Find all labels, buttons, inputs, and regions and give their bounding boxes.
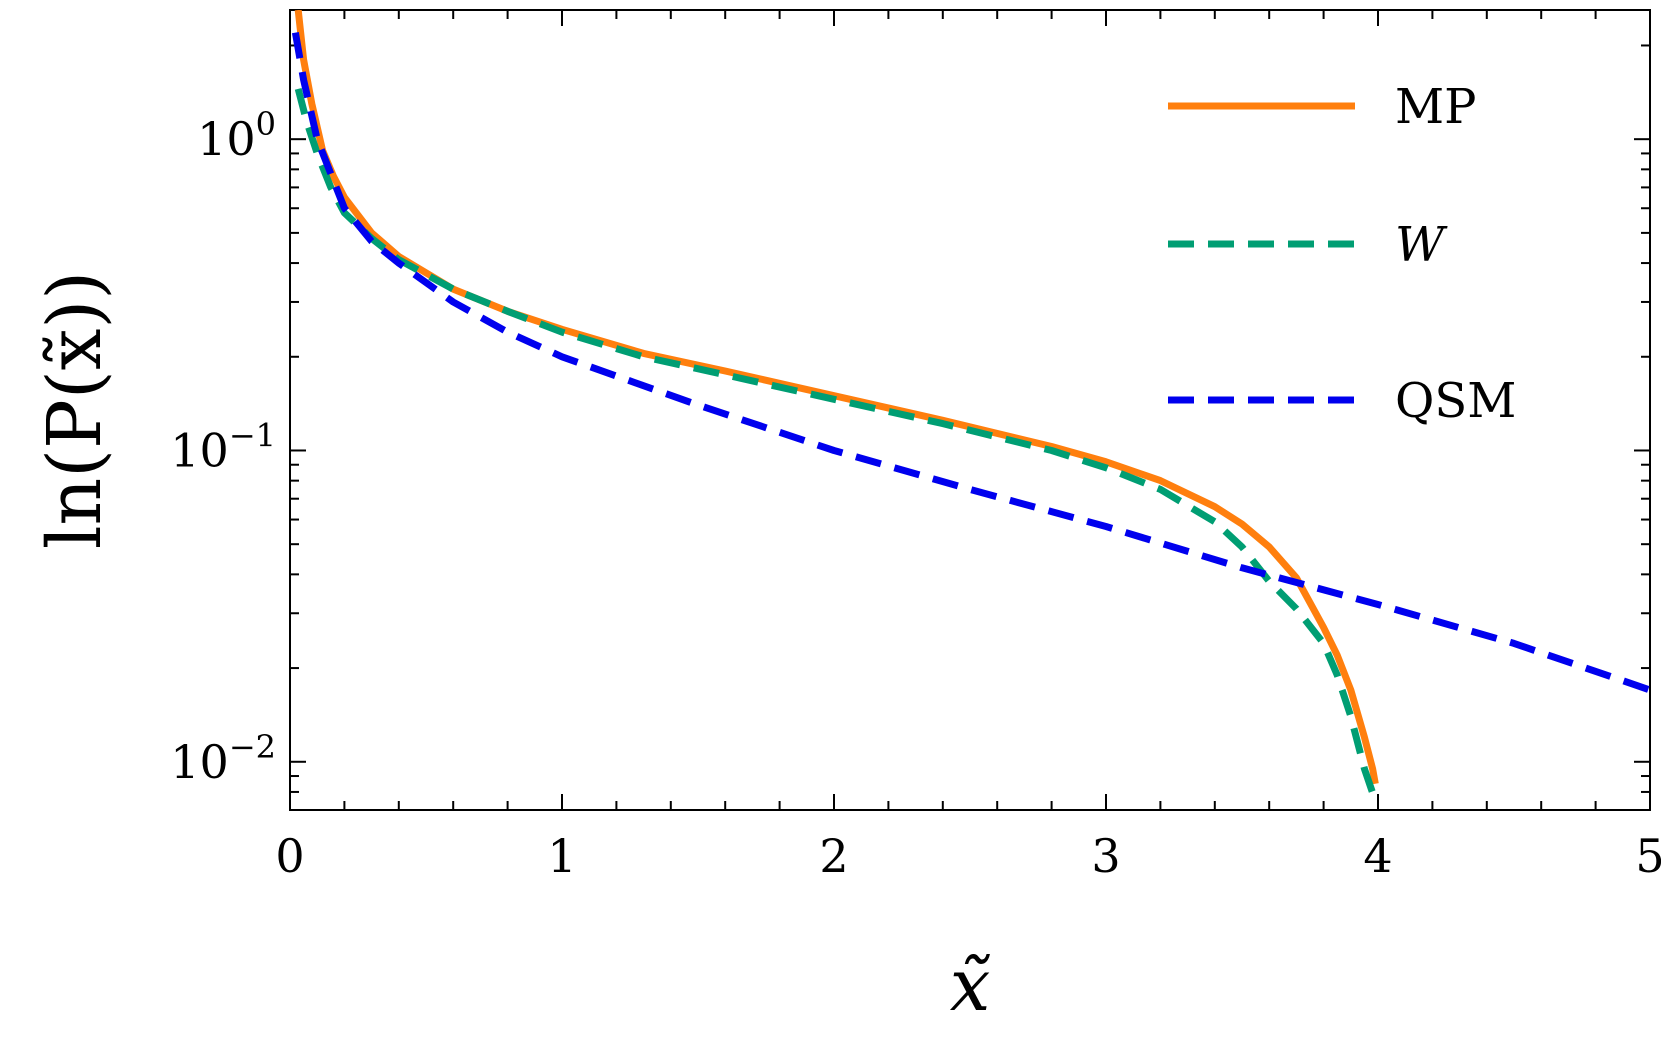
legend-label-qsm: QSM (1395, 373, 1516, 429)
series-lines (291, 10, 1650, 802)
y-tick-label: 10−2 (170, 728, 276, 789)
y-axis-label: ln(P(x̃)) (32, 271, 118, 549)
x-axis-label: x̃ (950, 943, 991, 1027)
legend-label-mp: MP (1395, 79, 1476, 135)
legend: MP W QSM (1168, 79, 1516, 429)
series-line-w (294, 88, 1379, 802)
plot-frame (289, 9, 1651, 811)
x-tick-label: 5 (1635, 829, 1661, 883)
tick-labels: 0 1 2 3 4 5 100 10−1 10−2 (170, 105, 1661, 883)
x-tick-label: 2 (819, 829, 848, 883)
y-tick-label: 10−1 (170, 416, 276, 477)
x-tick-label: 0 (275, 829, 304, 883)
series-line-qsm (291, 32, 1650, 694)
x-tick-label: 3 (1091, 829, 1120, 883)
x-tick-label: 4 (1363, 829, 1392, 883)
legend-label-w: W (1395, 217, 1448, 273)
y-tick-label: 100 (197, 105, 276, 166)
axis-ticks (289, 10, 1651, 811)
x-tick-label: 1 (547, 829, 576, 883)
